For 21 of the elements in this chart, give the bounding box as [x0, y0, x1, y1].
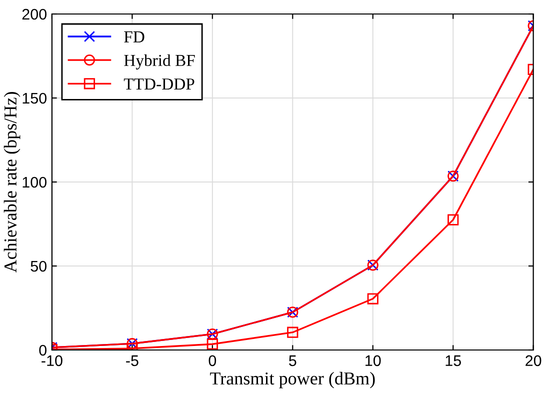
y-tick-label: 50	[30, 260, 47, 272]
legend-label: TTD-DDP	[124, 78, 194, 90]
y-axis-title: Achievable rate (bps/Hz)	[4, 92, 20, 273]
y-tick-label: 0	[39, 344, 47, 356]
legend-label: Hybrid BF	[124, 54, 195, 70]
y-tick-label: 100	[22, 176, 47, 188]
x-tick-label: -5	[126, 355, 138, 366]
x-tick-label: -10	[42, 355, 62, 366]
x-tick-label: 0	[208, 355, 216, 366]
y-tick-label: 200	[22, 8, 47, 20]
x-tick-label: 5	[289, 355, 296, 366]
x-tick-label: 20	[526, 355, 542, 366]
y-tick-label: 150	[22, 92, 47, 104]
point	[206, 338, 218, 350]
point	[448, 214, 459, 226]
point	[367, 293, 378, 304]
x-axis-title: Transmit power (dBm)	[210, 372, 375, 388]
x-tick-label: 15	[446, 355, 461, 366]
x-tick-label: 10	[366, 355, 381, 366]
point	[287, 326, 298, 338]
legend-label: FD	[124, 31, 144, 42]
